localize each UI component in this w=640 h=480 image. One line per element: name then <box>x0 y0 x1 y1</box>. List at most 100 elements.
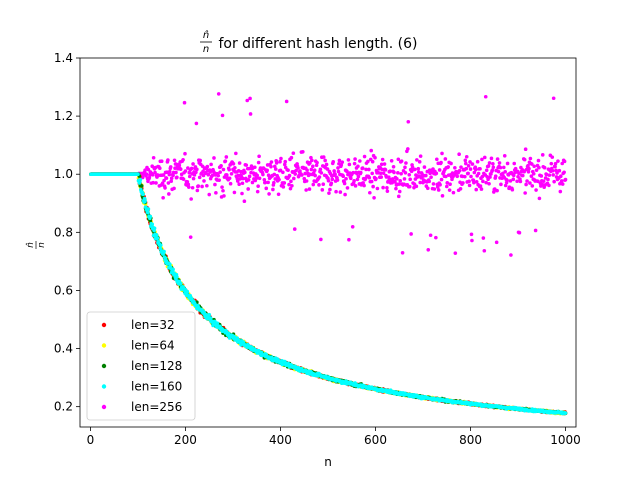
point-len-256 <box>481 236 486 240</box>
point-len-256 <box>197 175 202 180</box>
point-len-256 <box>537 165 541 170</box>
x-tick-label: 600 <box>364 433 387 447</box>
point-len-256 <box>233 166 237 170</box>
point-len-256 <box>321 155 326 159</box>
point-len-256 <box>367 175 372 180</box>
point-len-256 <box>511 173 516 178</box>
y-tick-label: 0.8 <box>54 225 73 239</box>
point-len-256 <box>188 235 193 239</box>
point-len-256 <box>560 182 565 186</box>
point-len-256 <box>269 164 273 169</box>
y-axis-label-numerator: n̂ <box>25 242 36 248</box>
point-len-256 <box>502 154 507 158</box>
point-len-256 <box>463 174 467 179</box>
point-len-256 <box>388 169 393 174</box>
point-len-160 <box>152 226 157 231</box>
point-len-256 <box>515 179 519 184</box>
point-len-256 <box>167 169 172 174</box>
point-len-256 <box>414 184 419 189</box>
point-len-256 <box>479 187 484 191</box>
point-len-256 <box>562 170 566 175</box>
point-len-256 <box>167 192 171 196</box>
point-len-256 <box>324 162 329 167</box>
point-len-256 <box>187 170 192 175</box>
point-len-256 <box>206 172 211 177</box>
point-len-256 <box>303 171 308 176</box>
point-len-256 <box>403 171 408 175</box>
point-len-256 <box>481 179 485 184</box>
point-len-256 <box>501 165 506 170</box>
point-len-256 <box>470 162 475 166</box>
point-len-256 <box>470 238 474 243</box>
point-len-256 <box>434 235 438 240</box>
x-tick-label: 1000 <box>550 433 581 447</box>
point-len-256 <box>218 170 222 174</box>
point-len-256 <box>553 164 557 169</box>
point-len-256 <box>289 155 294 160</box>
point-len-256 <box>338 190 343 194</box>
point-len-256 <box>491 165 496 170</box>
point-len-160 <box>185 289 190 294</box>
point-len-256 <box>530 162 534 166</box>
point-len-256 <box>221 188 225 193</box>
point-len-256 <box>308 161 312 165</box>
point-len-256 <box>194 121 199 126</box>
point-len-256 <box>355 177 360 182</box>
point-len-256 <box>323 158 327 163</box>
point-len-256 <box>475 159 480 164</box>
point-len-256 <box>257 154 261 159</box>
point-len-256 <box>445 181 450 185</box>
point-len-256 <box>272 180 276 185</box>
point-len-256 <box>345 169 349 174</box>
point-len-256 <box>496 169 501 174</box>
point-len-256 <box>169 176 174 181</box>
point-len-256 <box>448 182 452 187</box>
point-len-160 <box>143 199 147 203</box>
point-len-256 <box>407 184 412 189</box>
point-len-256 <box>159 159 164 164</box>
point-len-256 <box>499 182 503 187</box>
point-len-256 <box>526 170 531 174</box>
point-len-256 <box>360 166 365 170</box>
point-len-256 <box>370 159 375 164</box>
point-len-256 <box>539 174 544 178</box>
point-len-256 <box>330 177 335 182</box>
point-len-256 <box>512 161 517 166</box>
y-tick-label: 1.4 <box>54 51 73 65</box>
point-len-256 <box>191 162 195 166</box>
point-len-256 <box>455 174 460 179</box>
point-len-256 <box>523 191 527 195</box>
point-len-256 <box>472 170 477 175</box>
point-len-256 <box>505 161 510 166</box>
point-len-256 <box>247 174 252 179</box>
point-len-256 <box>395 177 399 181</box>
point-len-256 <box>369 179 374 184</box>
point-len-256 <box>328 187 332 192</box>
point-len-256 <box>147 175 152 180</box>
point-len-256 <box>291 151 296 155</box>
point-len-256 <box>468 160 472 164</box>
point-len-256 <box>467 183 472 188</box>
point-len-256 <box>183 169 188 173</box>
x-axis-label: n <box>324 455 332 469</box>
point-len-256 <box>216 92 221 96</box>
point-len-160 <box>171 267 175 272</box>
point-len-256 <box>463 158 468 163</box>
point-len-256 <box>547 183 551 188</box>
point-len-256 <box>182 100 187 105</box>
point-len-256 <box>304 179 309 183</box>
point-len-256 <box>505 178 509 183</box>
point-len-256 <box>192 173 197 177</box>
point-len-256 <box>437 168 442 172</box>
point-len-256 <box>513 166 518 171</box>
point-len-256 <box>255 189 260 194</box>
point-len-256 <box>187 174 192 179</box>
point-len-256 <box>288 186 293 191</box>
point-len-256 <box>536 179 540 184</box>
point-len-256 <box>207 192 212 197</box>
point-len-256 <box>534 188 538 192</box>
point-len-256 <box>277 177 281 182</box>
point-len-256 <box>379 162 384 167</box>
point-len-256 <box>343 192 347 197</box>
point-len-256 <box>373 155 377 160</box>
